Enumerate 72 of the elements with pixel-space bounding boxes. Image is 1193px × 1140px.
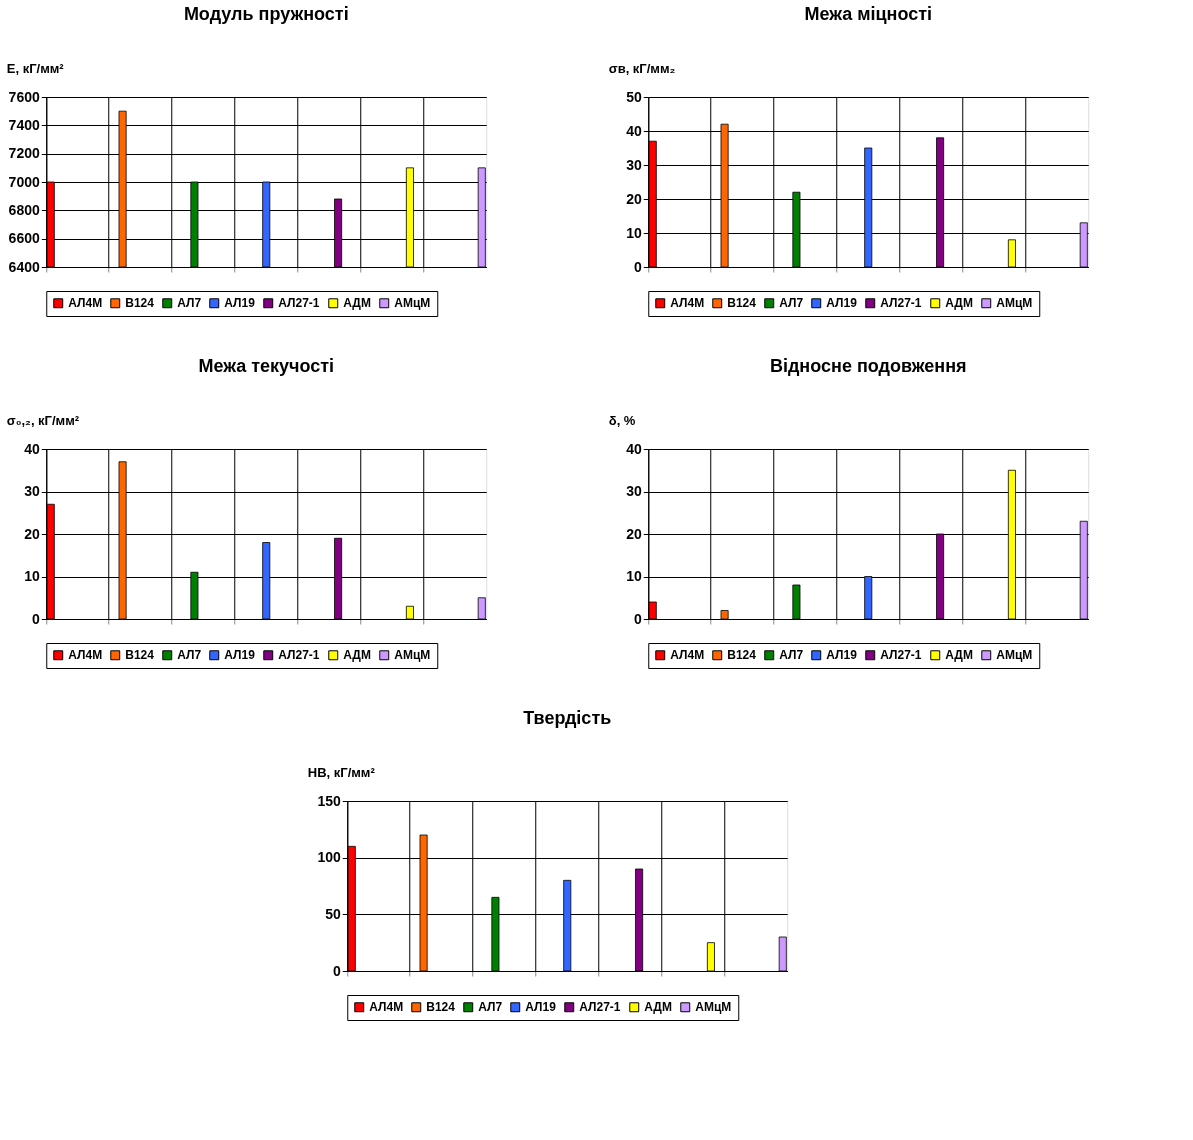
- legend-label: АМцМ: [996, 296, 1033, 311]
- y-axis-title: σ₀,₂, кГ/мм²: [6, 412, 80, 428]
- legend-label: АЛ4М: [68, 648, 103, 663]
- y-axis-title: σв, кГ/мм₂: [608, 60, 676, 76]
- y-tick-label: 10: [626, 224, 642, 241]
- legend-label: АДМ: [343, 296, 371, 311]
- y-tick-label: 30: [626, 156, 642, 173]
- legend-label: В124: [426, 1000, 456, 1015]
- y-tick-label: 7600: [8, 88, 40, 105]
- y-tick-label: 50: [325, 905, 341, 922]
- legend-label: АДМ: [644, 1000, 672, 1015]
- y-tick-label: 10: [24, 568, 40, 584]
- y-tick-label: 50: [626, 88, 642, 105]
- legend-label: АЛ27-1: [278, 296, 320, 311]
- chart-title: Межа міцності: [804, 4, 933, 24]
- y-tick-label: 6600: [8, 230, 40, 247]
- legend-label: АДМ: [945, 296, 973, 311]
- y-axis-title: δ, %: [608, 412, 636, 428]
- legend-label: АЛ27-1: [579, 1000, 621, 1015]
- y-tick-label: 6800: [8, 201, 40, 218]
- legend-label: АЛ19: [826, 648, 858, 663]
- y-tick-label: 0: [332, 962, 341, 979]
- legend-label: АЛ7: [779, 648, 804, 663]
- y-tick-label: 0: [633, 610, 642, 627]
- y-tick-label: 20: [626, 525, 642, 542]
- legend-label: АЛ7: [177, 648, 202, 663]
- y-tick-label: 40: [626, 440, 642, 457]
- legend-label: АЛ19: [525, 1000, 557, 1015]
- legend-label: АЛ7: [779, 296, 804, 311]
- chart-title: Відносне подовження: [769, 356, 967, 376]
- legend-label: АЛ19: [224, 296, 256, 311]
- y-tick-label: 10: [626, 568, 642, 584]
- legend-label: АЛ7: [177, 296, 202, 311]
- y-tick-label: 20: [24, 525, 40, 542]
- legend-label: АДМ: [343, 648, 371, 663]
- y-tick-label: 6400: [8, 258, 40, 275]
- legend-label: АЛ19: [826, 296, 858, 311]
- legend-label: АМцМ: [394, 296, 431, 311]
- chart-title: Межа текучості: [198, 356, 335, 376]
- y-axis-title: E, кГ/мм²: [6, 60, 65, 76]
- legend-label: АМцМ: [996, 648, 1033, 663]
- legend-label: АЛ27-1: [880, 648, 922, 663]
- legend-label: В124: [125, 296, 155, 311]
- chart-title: Твердість: [523, 708, 612, 728]
- y-tick-label: 7000: [8, 173, 40, 190]
- y-tick-label: 7200: [8, 145, 40, 162]
- y-axis-title: HB, кГ/мм²: [307, 764, 376, 780]
- legend-label: АЛ19: [224, 648, 256, 663]
- y-tick-label: 7400: [8, 116, 40, 133]
- y-tick-label: 0: [633, 258, 642, 275]
- y-tick-label: 40: [626, 122, 642, 139]
- legend-label: АЛ4М: [369, 1000, 404, 1015]
- legend-label: АЛ27-1: [278, 648, 320, 663]
- y-tick-label: 100: [317, 849, 341, 866]
- legend-label: АЛ7: [478, 1000, 503, 1015]
- legend-label: АМцМ: [695, 1000, 732, 1015]
- chart-title: Модуль пружності: [183, 4, 349, 24]
- legend-label: АЛ4М: [670, 296, 705, 311]
- y-tick-label: 40: [24, 440, 40, 457]
- y-tick-label: 150: [317, 792, 341, 809]
- legend-label: АЛ4М: [68, 296, 103, 311]
- y-tick-label: 0: [31, 610, 40, 627]
- legend-label: АМцМ: [394, 648, 431, 663]
- legend-label: АЛ27-1: [880, 296, 922, 311]
- y-tick-label: 20: [626, 190, 642, 207]
- legend-label: В124: [727, 296, 757, 311]
- legend-label: АДМ: [945, 648, 973, 663]
- legend-label: В124: [125, 648, 155, 663]
- y-tick-label: 30: [24, 483, 40, 499]
- legend-label: АЛ4М: [670, 648, 705, 663]
- legend-label: В124: [727, 648, 757, 663]
- y-tick-label: 30: [626, 483, 642, 499]
